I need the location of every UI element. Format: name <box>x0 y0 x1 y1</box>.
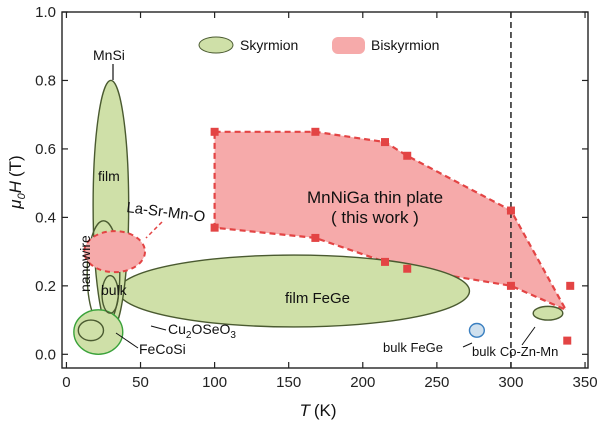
label-la-sr-mn-o: La-Sr-Mn-O <box>126 199 207 226</box>
leader-cu2oseo3 <box>150 325 167 331</box>
x-axis-label: T (K) <box>299 401 336 420</box>
phase-regions <box>73 79 567 356</box>
y-tick-label-0.2: 0.2 <box>35 278 56 295</box>
annotations: MnSi film nanowire bulk La-Sr-Mn-O film … <box>77 47 558 359</box>
data-point-4 <box>381 138 390 147</box>
y-axis-ticks: 0.0 0.2 0.4 0.6 0.8 1.0 <box>35 4 588 363</box>
label-bulk-co-zn-mn: bulk Co-Zn-Mn <box>472 344 558 359</box>
y-axis-mu: μ <box>6 199 25 210</box>
data-point-3 <box>311 233 320 242</box>
label-fecosi: FeCoSi <box>139 341 186 357</box>
region-bulk-co-zn-mn <box>532 305 564 321</box>
data-point-7 <box>403 264 412 273</box>
legend-biskyrmion-label: Biskyrmion <box>371 37 439 53</box>
label-bulk-fege: bulk FeGe <box>383 340 443 355</box>
label-film-fege: film FeGe <box>285 290 350 307</box>
y-axis-h: H <box>6 180 25 193</box>
x-tick-label-150: 150 <box>276 374 301 391</box>
label-bulk: bulk <box>101 282 128 298</box>
leader-fecosi <box>115 332 139 349</box>
x-axis-ticks: 0 50 100 150 200 250 300 350 <box>62 12 598 391</box>
label-nanowire: nanowire <box>77 235 93 292</box>
leader-bulk-co-zn-mn <box>521 326 536 346</box>
x-tick-label-50: 50 <box>132 374 149 391</box>
data-markers <box>210 127 575 345</box>
region-mnniga-thin-plate-this-work <box>213 130 567 311</box>
y-tick-label-1.0: 1.0 <box>35 4 56 21</box>
legend-skyrmion-swatch <box>198 36 234 54</box>
label-mnniga-line1: MnNiGa thin plate <box>307 188 443 207</box>
data-point-0 <box>210 127 219 136</box>
region-cu2oseo3 <box>73 309 124 356</box>
y-tick-label-0.8: 0.8 <box>35 72 56 89</box>
data-point-9 <box>506 281 515 290</box>
region-mnsi-bulk <box>101 274 120 314</box>
data-point-10 <box>566 281 575 290</box>
y-tick-label-0.0: 0.0 <box>35 346 56 363</box>
data-point-5 <box>381 257 390 266</box>
y-axis-label: μ0H (T) <box>6 155 28 209</box>
label-cu2oseo3: Cu2OSeO3 <box>168 321 236 341</box>
region-bulk-fege <box>468 322 485 338</box>
y-tick-label-0.6: 0.6 <box>35 141 56 158</box>
axes-frame <box>61 11 589 369</box>
y-axis-sub: 0 <box>16 192 28 199</box>
legend: Skyrmion Biskyrmion <box>198 36 439 54</box>
leader-bulk-fege <box>462 342 473 348</box>
x-tick-label-350: 350 <box>573 374 598 391</box>
legend-skyrmion-label: Skyrmion <box>240 37 298 53</box>
data-point-11 <box>563 336 572 345</box>
data-point-8 <box>506 206 515 215</box>
x-axis-symbol: T <box>299 401 311 420</box>
x-tick-label-100: 100 <box>202 374 227 391</box>
data-point-1 <box>210 223 219 232</box>
leader-la-sr-mn-o <box>145 221 163 239</box>
label-film: film <box>98 168 120 184</box>
data-point-2 <box>311 127 320 136</box>
legend-biskyrmion-swatch <box>332 37 365 54</box>
label-mnniga-line2: ( this work ) <box>331 208 419 227</box>
x-tick-label-200: 200 <box>350 374 375 391</box>
x-tick-label-300: 300 <box>498 374 523 391</box>
label-mnsi: MnSi <box>93 47 125 63</box>
plot-frame <box>61 11 589 369</box>
data-point-6 <box>403 151 412 160</box>
region-fecosi <box>77 319 105 342</box>
x-axis-unit: (K) <box>314 401 337 420</box>
x-tick-label-0: 0 <box>62 374 70 391</box>
x-tick-label-250: 250 <box>424 374 449 391</box>
y-axis-unit: (T) <box>6 155 25 177</box>
y-tick-label-0.4: 0.4 <box>35 209 56 226</box>
region-la-sr-mn-o <box>83 230 146 274</box>
